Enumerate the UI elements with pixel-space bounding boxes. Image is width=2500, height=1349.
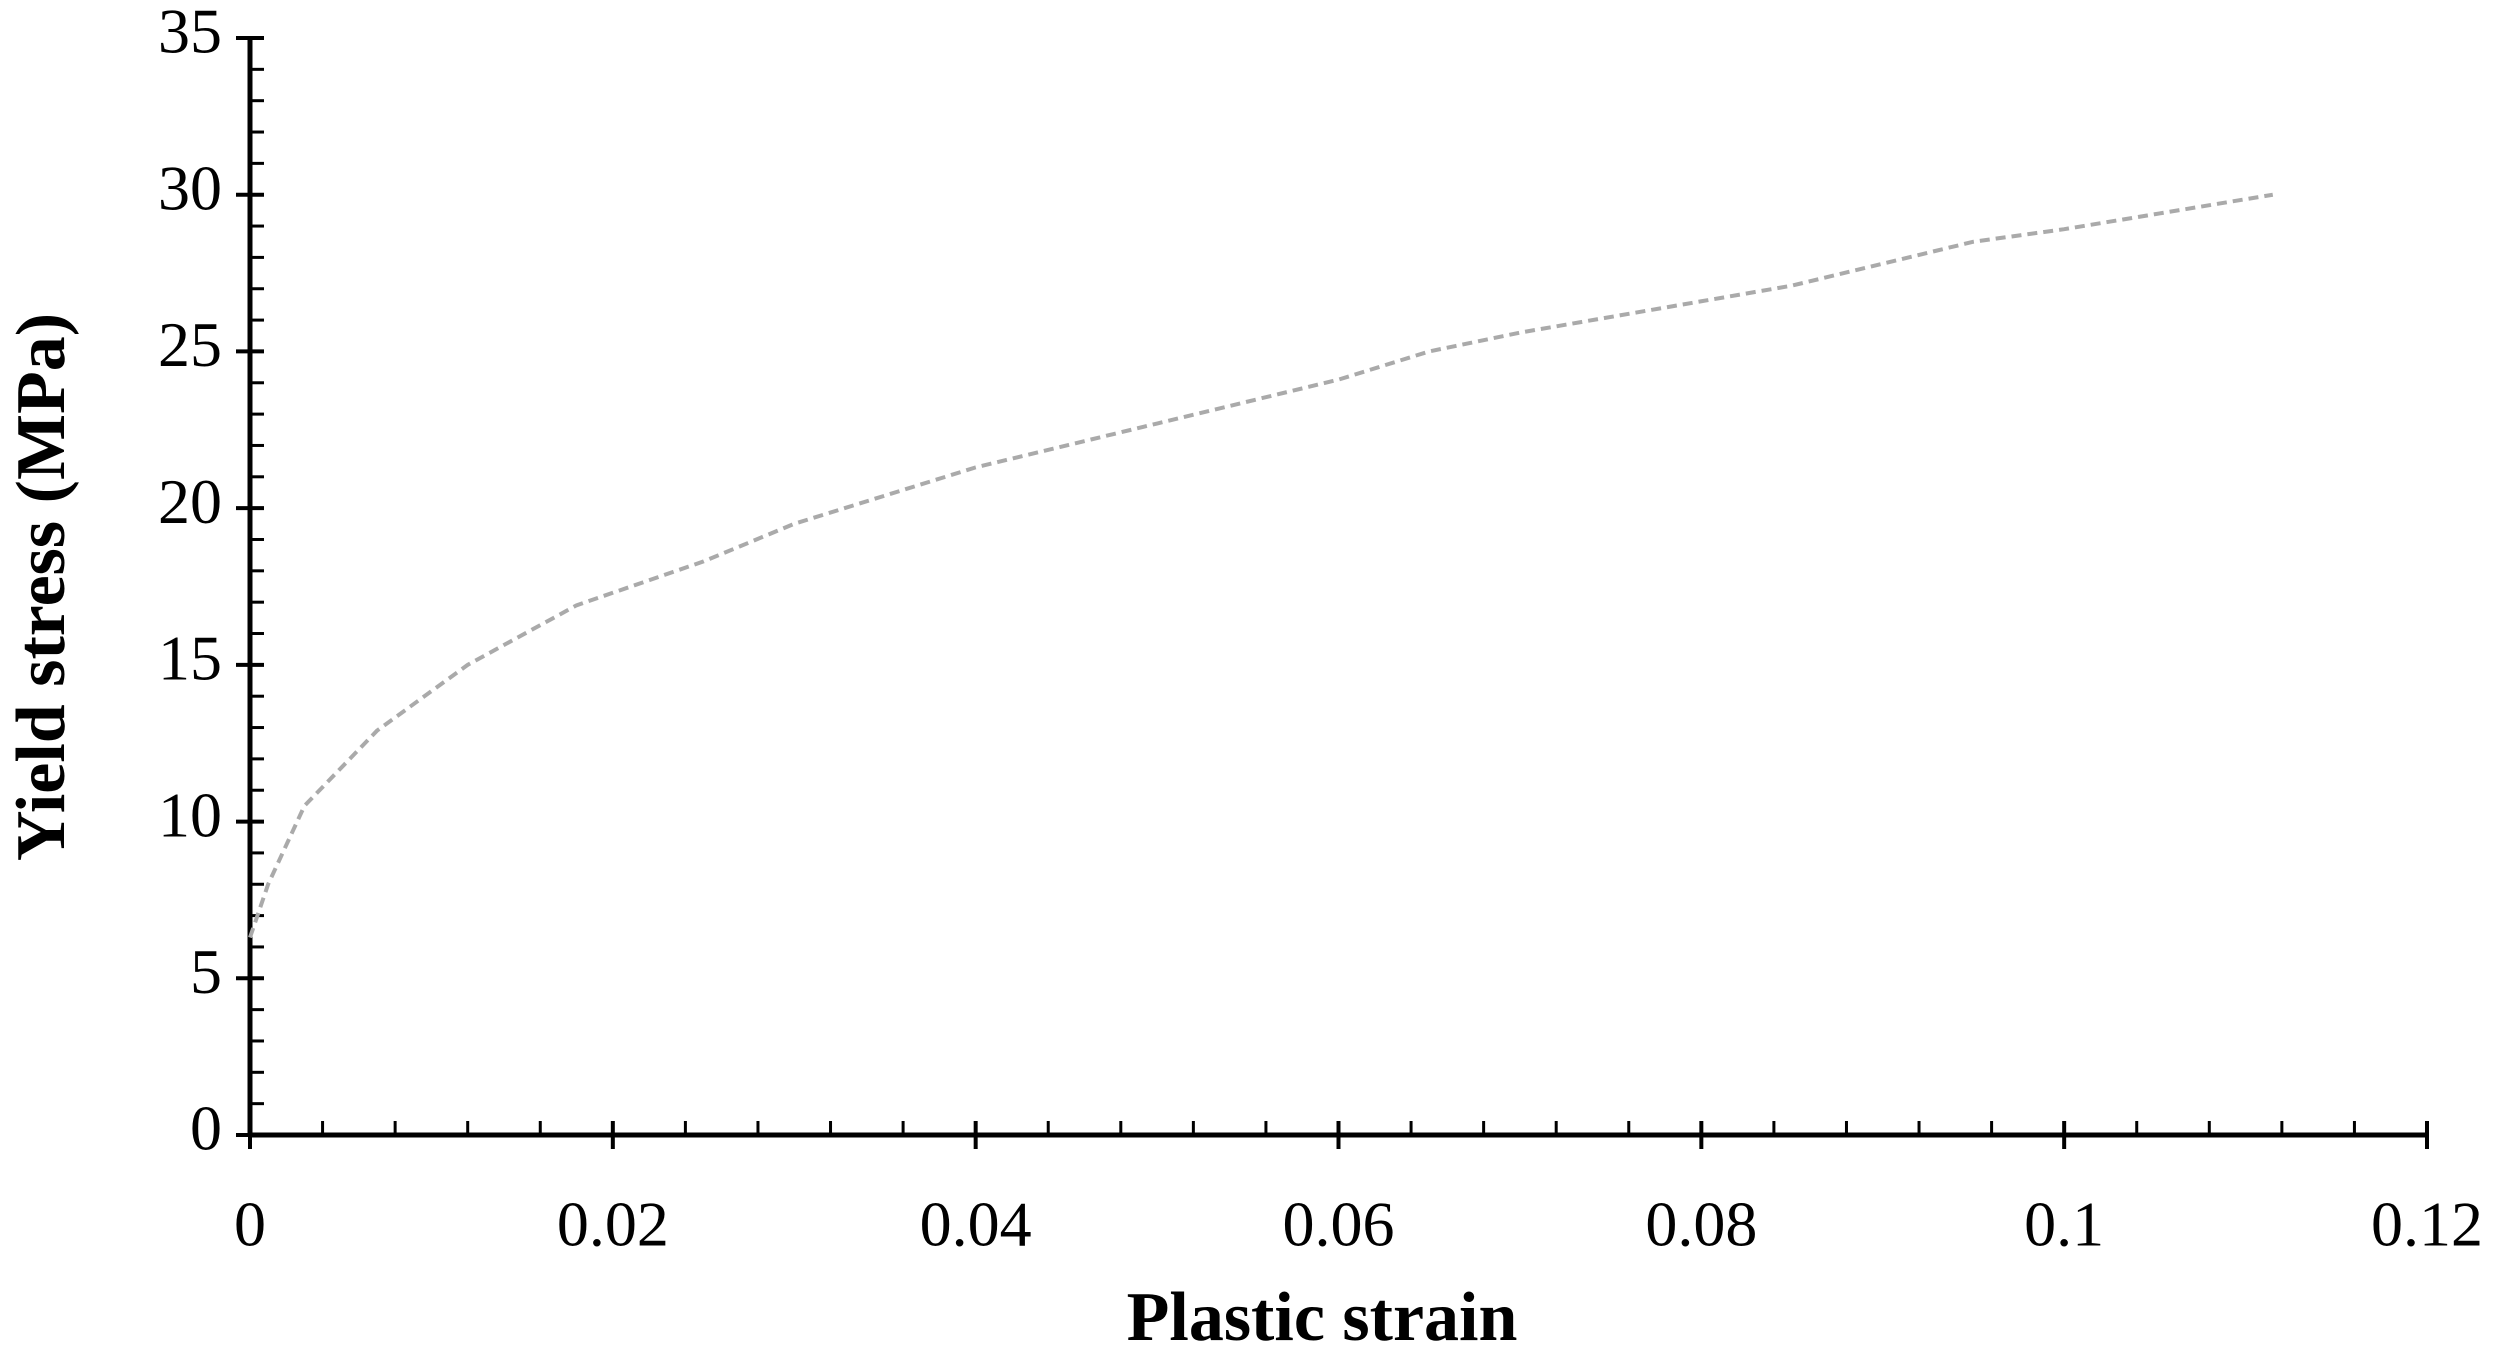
y-tick-label: 10	[158, 779, 222, 850]
y-tick-label: 20	[158, 466, 222, 537]
x-tick-label: 0.06	[1283, 1189, 1395, 1260]
x-tick-label: 0.1	[2024, 1189, 2104, 1260]
y-tick-label: 15	[158, 623, 222, 694]
x-tick-label: 0.02	[557, 1189, 669, 1260]
y-tick-label: 35	[158, 0, 222, 67]
x-axis-title: Plastic strain	[1127, 1279, 1518, 1349]
x-tick-label: 0.12	[2371, 1189, 2483, 1260]
data-line	[248, 192, 2274, 939]
x-tick-label: 0	[234, 1189, 266, 1260]
y-tick-label: 5	[190, 936, 222, 1007]
y-tick-label: 0	[190, 1093, 222, 1164]
x-tick-label: 0.04	[920, 1189, 1032, 1260]
y-tick-label: 25	[158, 309, 222, 380]
y-tick-label: 30	[158, 152, 222, 223]
x-tick-label: 0.08	[1645, 1189, 1757, 1260]
y-axis-title: Yield stress (MPa)	[3, 313, 80, 861]
